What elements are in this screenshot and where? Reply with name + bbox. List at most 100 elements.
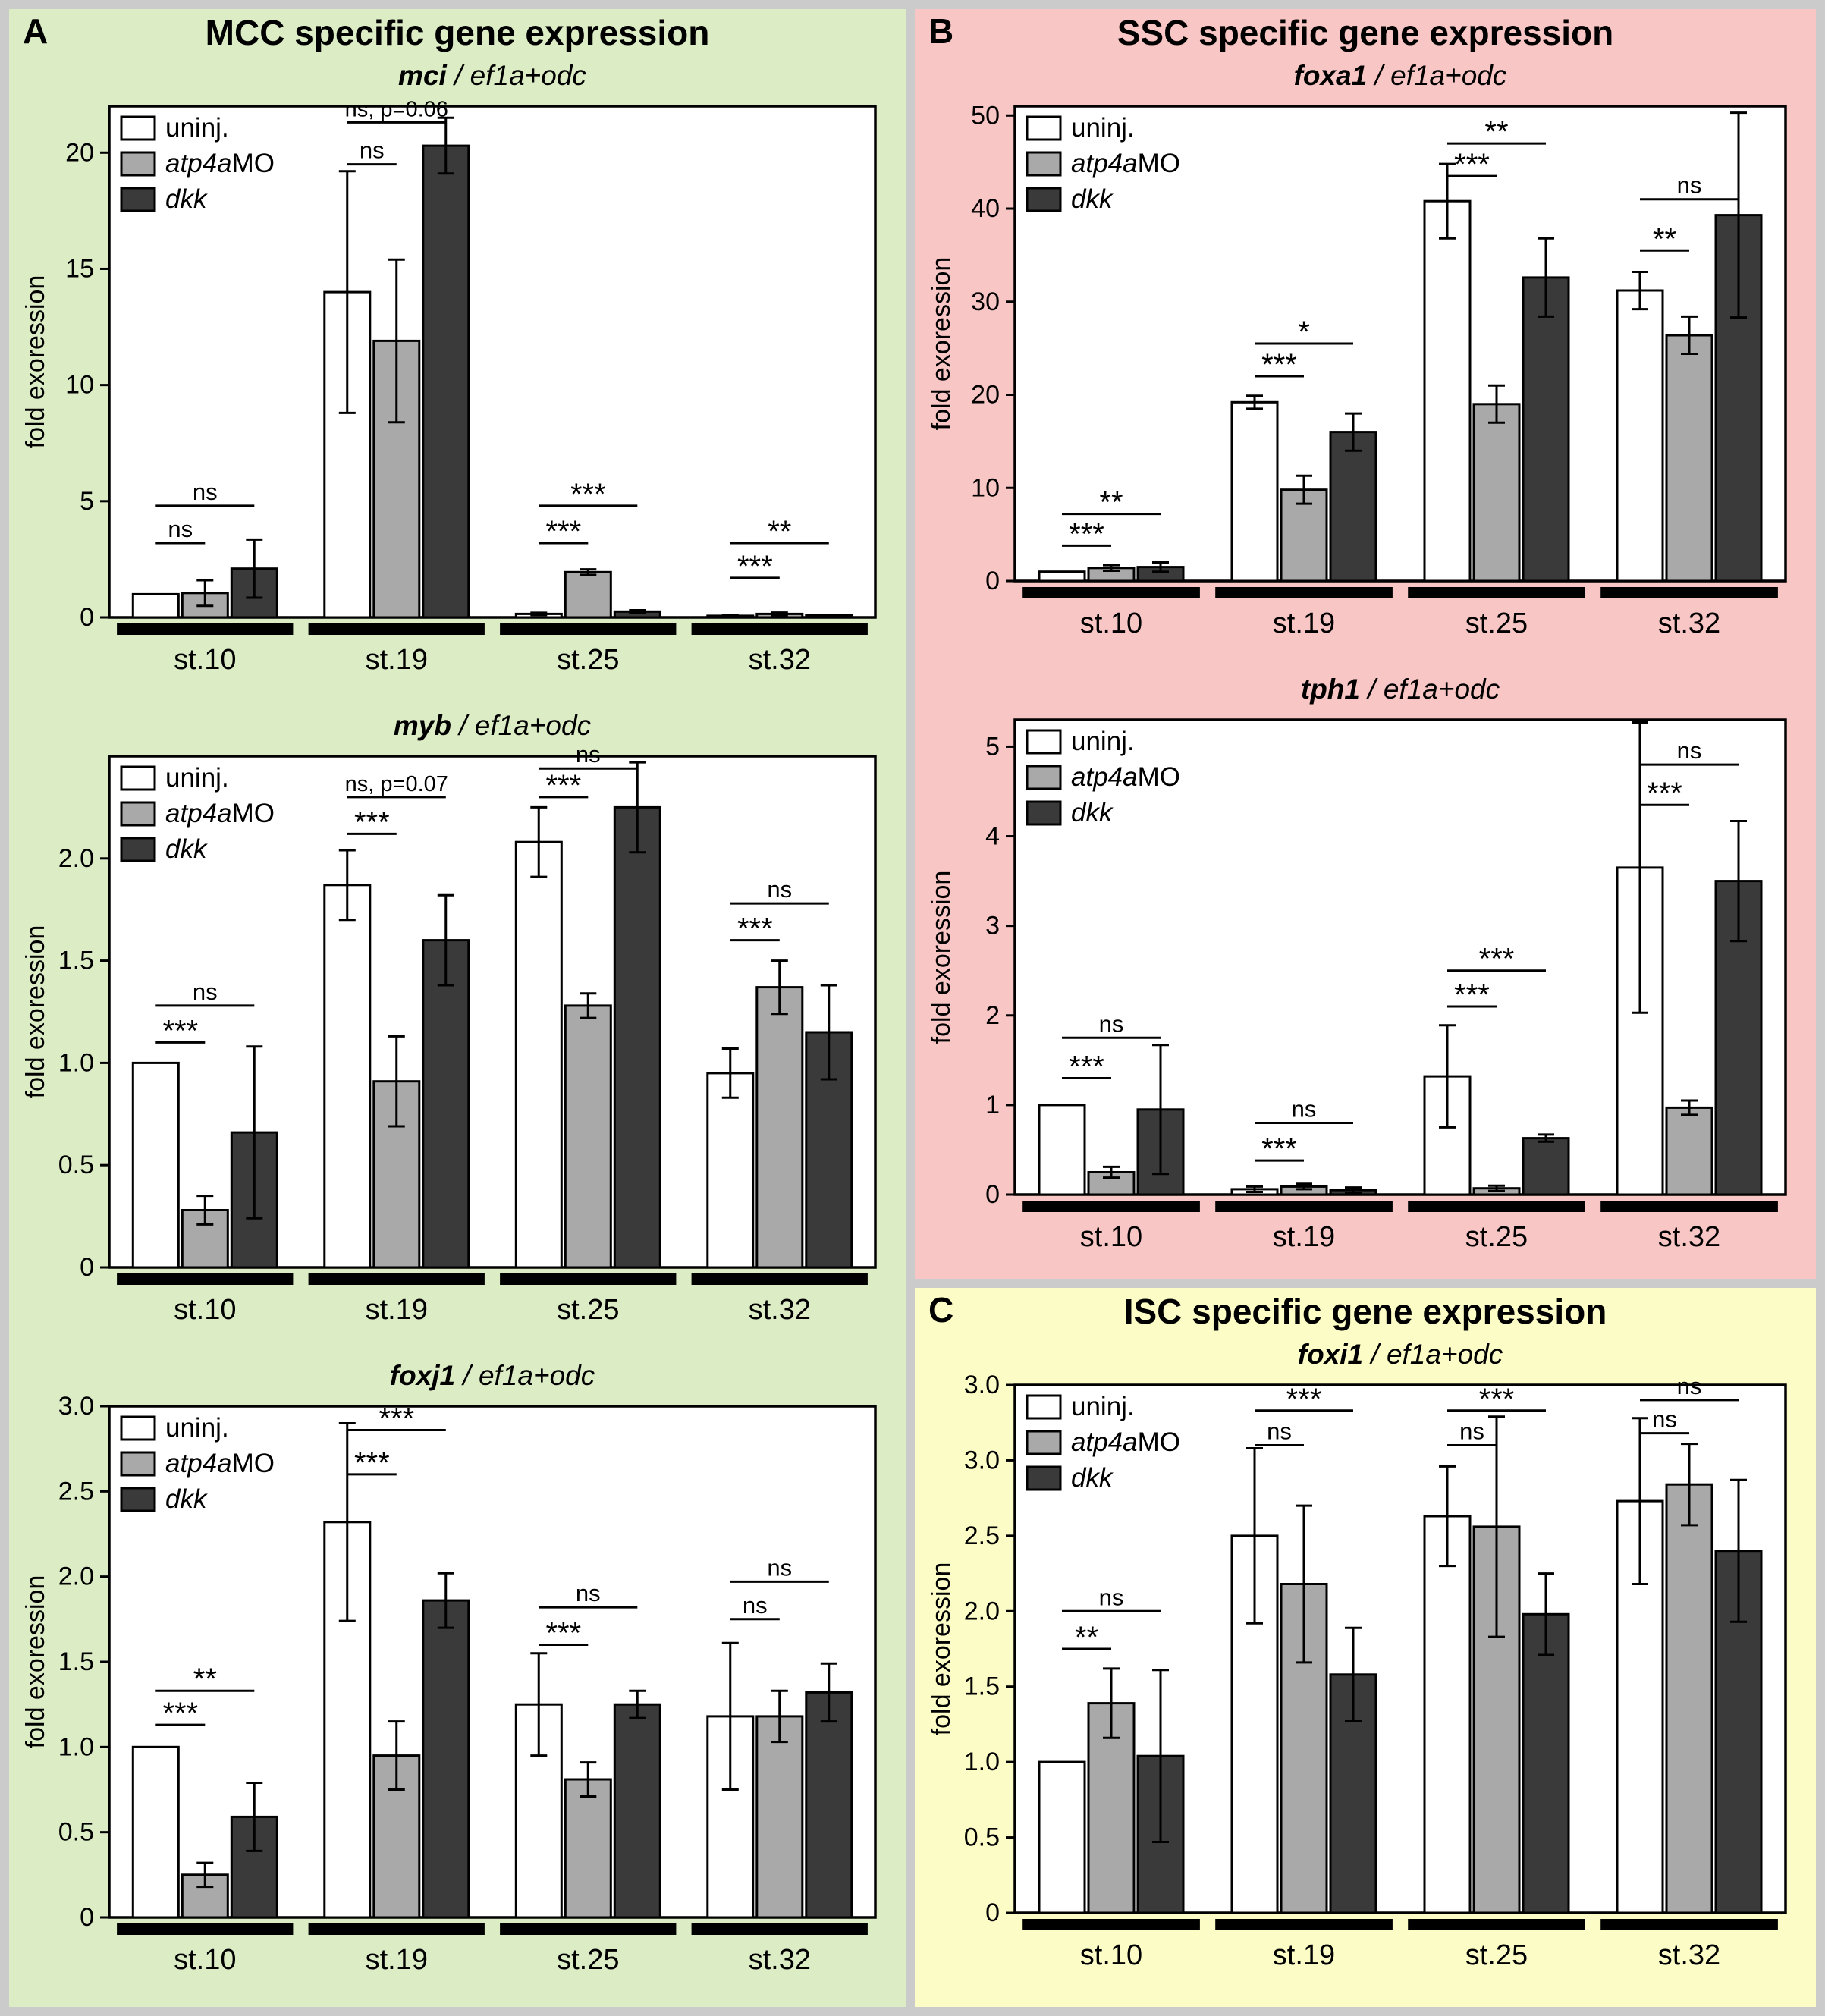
category-label: st.19 xyxy=(1273,608,1335,639)
panel-header-ssc: B SSC specific gene expression xyxy=(915,9,1816,53)
svg-text:0: 0 xyxy=(80,1903,94,1932)
bar xyxy=(1522,276,1570,583)
error-bar xyxy=(1632,271,1648,311)
error-bar xyxy=(580,568,597,576)
error-bar xyxy=(437,116,454,175)
category-label: st.10 xyxy=(174,1944,236,1976)
sig-label: *** xyxy=(354,1446,390,1480)
error-bar xyxy=(246,1045,263,1220)
error-bar xyxy=(820,614,837,617)
category-label: st.10 xyxy=(174,644,236,676)
sig-label: ns xyxy=(576,1580,601,1606)
svg-text:3.0: 3.0 xyxy=(964,1373,1000,1399)
sig-label: *** xyxy=(570,478,606,511)
error-bar xyxy=(1296,474,1312,505)
svg-text:0: 0 xyxy=(985,1898,1000,1927)
gene-name: foxa1 xyxy=(1293,60,1368,91)
sig-label: ns xyxy=(1267,1418,1292,1445)
error-bar xyxy=(1681,315,1698,355)
x-axis: st.10 st.19 st.25 st.32 xyxy=(117,623,868,676)
sig-label: ns xyxy=(743,1592,768,1619)
chart-foxj1: foxj1 / ef1a+odc 0 0.5 1.0 1.5 2.0 2.5 3.0 fold … xyxy=(17,1358,898,2003)
svg-text:1: 1 xyxy=(985,1091,1000,1119)
panel-charts-ssc: foxa1 / ef1a+odc 0 10 20 30 40 50 fold exoressi… xyxy=(915,53,1816,1280)
significance-annotations: ****************ns xyxy=(1062,115,1739,551)
sig-label: *** xyxy=(1479,1383,1515,1416)
svg-text:1.5: 1.5 xyxy=(58,947,94,975)
category-label: st.32 xyxy=(749,1294,811,1326)
legend: uninj. atp4aMO dkk xyxy=(1026,727,1180,827)
sig-label: *** xyxy=(1286,1383,1322,1416)
svg-text:2.5: 2.5 xyxy=(964,1521,1000,1550)
sig-label: *** xyxy=(1479,943,1515,976)
error-bar xyxy=(196,1195,214,1226)
svg-text:2: 2 xyxy=(985,1001,1000,1030)
sig-label: ns xyxy=(168,516,193,542)
bar xyxy=(1423,199,1472,583)
legend-swatch xyxy=(1026,187,1062,212)
error-bar xyxy=(1538,1133,1554,1143)
category-label: st.25 xyxy=(1465,1939,1528,1971)
bars xyxy=(131,116,853,619)
panel-title-mcc: MCC specific gene expression xyxy=(205,13,710,52)
error-bar xyxy=(1246,1185,1263,1193)
sig-label: ns xyxy=(1677,172,1702,199)
sig-label: *** xyxy=(737,912,773,946)
error-bar xyxy=(1538,1572,1554,1656)
category-label: st.25 xyxy=(1465,608,1528,639)
group-underline-bar xyxy=(1600,1201,1778,1212)
category-label: st.32 xyxy=(1658,1221,1720,1253)
sig-label: ns xyxy=(1099,1584,1124,1610)
error-bar xyxy=(721,614,739,618)
error-bar xyxy=(629,609,646,614)
sig-label: *** xyxy=(1069,1050,1104,1084)
panel-title-ssc: SSC specific gene expression xyxy=(1117,13,1614,52)
category-label: st.10 xyxy=(1080,608,1142,639)
error-bar xyxy=(1488,384,1505,424)
bars xyxy=(1038,721,1763,1196)
legend-label: atp4aMO xyxy=(1071,1427,1180,1457)
legend-swatch xyxy=(1026,765,1062,790)
panel-header-isc: C ISC specific gene expression xyxy=(915,1288,1816,1332)
bar xyxy=(131,592,180,619)
error-bar xyxy=(1439,1465,1456,1568)
legend-swatch xyxy=(1026,151,1062,177)
svg-text:3: 3 xyxy=(985,912,1000,940)
sig-label: ns xyxy=(360,137,385,164)
bar xyxy=(1665,1483,1713,1914)
y-axis-label: fold exoression xyxy=(927,871,956,1044)
group-underline-bar xyxy=(1022,1919,1200,1930)
error-bar xyxy=(338,849,356,922)
y-axis-label: fold exoression xyxy=(927,257,956,431)
error-bar xyxy=(388,1035,405,1128)
panel-isc: C ISC specific gene expression foxi1 / e… xyxy=(915,1288,1816,2007)
chart-foxa1: foxa1 / ef1a+odc 0 10 20 30 40 50 fold exoressi… xyxy=(922,58,1808,667)
error-bar xyxy=(820,984,837,1081)
error-bar xyxy=(1246,394,1263,410)
svg-text:2.0: 2.0 xyxy=(58,1562,94,1591)
bar xyxy=(613,1703,661,1919)
legend-label: uninj. xyxy=(165,113,229,143)
bar xyxy=(131,1745,180,1919)
legend-swatch xyxy=(1026,1394,1062,1420)
legend-label: atp4aMO xyxy=(165,1449,275,1478)
svg-text:10: 10 xyxy=(65,371,94,400)
sig-label: *** xyxy=(1261,348,1297,382)
x-axis: st.10 st.19 st.25 st.32 xyxy=(117,1923,868,1976)
svg-text:1.0: 1.0 xyxy=(58,1732,94,1761)
category-label: st.25 xyxy=(557,644,619,676)
error-bar xyxy=(1730,111,1747,319)
error-bar xyxy=(771,959,788,1016)
legend-label: uninj. xyxy=(1071,727,1135,756)
group-underline-bar xyxy=(308,1923,485,1935)
svg-text:1.5: 1.5 xyxy=(964,1672,1000,1701)
svg-text:0: 0 xyxy=(985,567,1000,595)
legend-label: uninj. xyxy=(1071,1392,1135,1421)
group-underline-bar xyxy=(1022,587,1200,598)
